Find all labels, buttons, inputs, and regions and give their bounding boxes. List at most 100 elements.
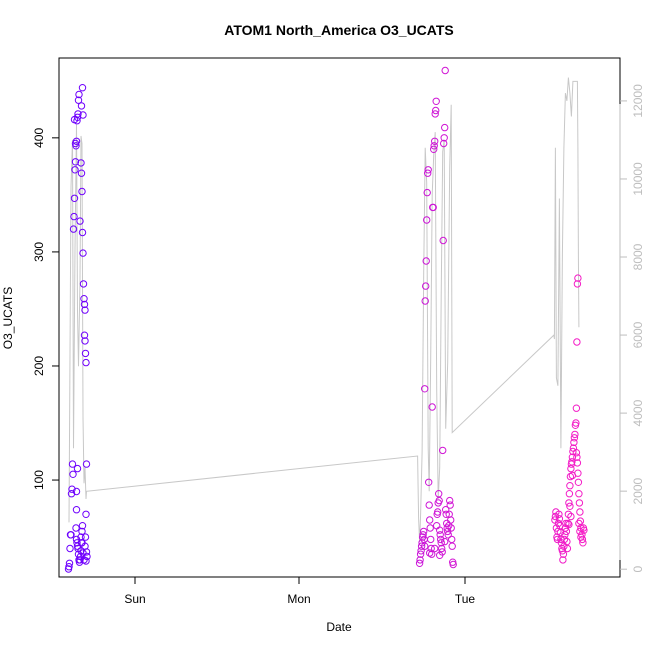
data-point (566, 502, 574, 510)
data-point (565, 490, 574, 498)
data-point (75, 90, 83, 99)
data-point (573, 459, 582, 467)
data-point (65, 563, 73, 571)
data-point (562, 527, 571, 536)
data-point (430, 145, 438, 154)
data-point (72, 506, 81, 514)
data-point (564, 519, 572, 528)
y-right-tick-label: 10000 (631, 162, 645, 196)
data-point (426, 516, 434, 524)
data-point (81, 533, 90, 541)
data-point (574, 478, 583, 486)
data-point (436, 526, 444, 534)
data-point (67, 531, 75, 539)
data-point (428, 403, 436, 411)
data-point (422, 282, 430, 290)
data-point (442, 510, 450, 518)
data-point (67, 490, 76, 498)
data-point (565, 520, 573, 529)
data-point (423, 188, 431, 197)
data-point (428, 550, 436, 558)
data-point (68, 460, 77, 468)
data-point (575, 499, 584, 507)
data-point (78, 84, 87, 92)
data-point (570, 438, 578, 447)
data-point (444, 531, 452, 539)
data-point (72, 524, 80, 532)
data-point (82, 460, 91, 468)
data-point (560, 535, 569, 544)
data-point (572, 449, 581, 457)
data-point (572, 404, 581, 412)
data-point (570, 434, 579, 442)
data-point (569, 447, 577, 456)
data-point (431, 110, 439, 118)
data-point (80, 300, 89, 309)
data-point (436, 531, 444, 539)
data-point (80, 331, 89, 339)
data-point (68, 485, 76, 493)
data-point (567, 464, 575, 473)
x-tick-label-mon: Mon (287, 592, 310, 606)
data-point (446, 501, 454, 509)
data-point (568, 453, 577, 461)
data-point (72, 535, 81, 544)
data-point (70, 115, 79, 124)
data-point (555, 515, 564, 523)
data-point (565, 499, 573, 507)
data-point (446, 496, 454, 505)
data-point (573, 453, 581, 461)
data-point (78, 522, 87, 530)
data-point (65, 559, 74, 567)
data-point (578, 535, 587, 544)
data-point (417, 542, 426, 550)
data-point (76, 217, 84, 225)
data-point (571, 430, 579, 439)
data-point (437, 535, 445, 544)
data-point (69, 225, 78, 233)
data-point (425, 478, 433, 486)
data-point (567, 512, 575, 521)
data-point (81, 349, 90, 358)
chart-title: ATOM1 North_America O3_UCATS (224, 22, 454, 38)
y-axis-label: O3_UCATS (1, 287, 15, 349)
data-point (424, 166, 432, 174)
data-point (416, 556, 424, 564)
y-right-tick-label: 6000 (631, 321, 645, 348)
y-right-tick-label: 4000 (631, 399, 645, 426)
data-point (421, 542, 429, 550)
data-point (427, 544, 435, 553)
plot-frame (58, 57, 621, 578)
y-axis-right: 0 2000 4000 6000 8000 10000 12000 (619, 84, 645, 573)
data-point (73, 464, 82, 473)
data-point (578, 531, 586, 539)
data-point (574, 274, 582, 282)
data-point (82, 510, 90, 518)
data-point (559, 550, 568, 558)
data-point (415, 559, 424, 567)
data-point (431, 544, 439, 553)
y-tick-label: 400 (32, 128, 46, 148)
data-point (564, 510, 573, 518)
data-point (437, 539, 445, 547)
data-point (442, 506, 450, 514)
data-point (433, 522, 441, 530)
data-point (449, 560, 457, 569)
data-point (448, 535, 456, 544)
data-point (420, 527, 428, 536)
plot-area (64, 66, 588, 573)
data-point (426, 524, 434, 532)
data-point (81, 337, 89, 345)
y-tick-label: 200 (32, 356, 46, 376)
data-point (439, 236, 447, 245)
data-point (66, 544, 74, 553)
data-point (77, 169, 86, 177)
data-point (441, 537, 449, 546)
y-right-tick-label: 2000 (631, 477, 645, 504)
data-point (80, 556, 88, 564)
data-point (77, 102, 86, 110)
data-point (439, 446, 447, 455)
data-point (431, 137, 439, 146)
data-point (559, 556, 567, 564)
